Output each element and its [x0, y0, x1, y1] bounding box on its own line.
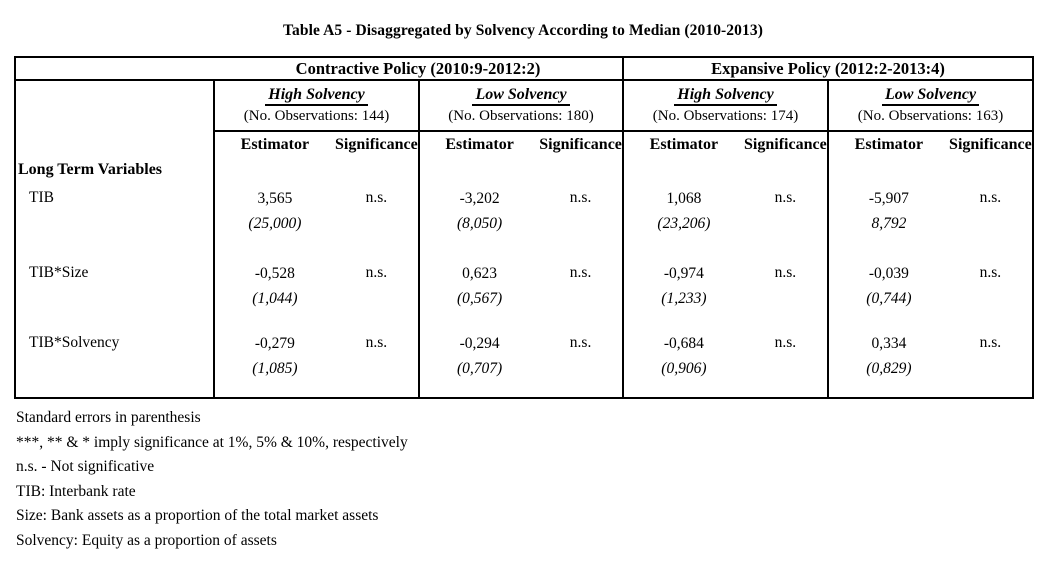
corner-cell	[15, 57, 214, 81]
significance-value: n.s.	[365, 189, 388, 206]
data-cell: -0,039 (0,744) n.s.	[828, 260, 1033, 330]
significance-value: n.s.	[979, 334, 1002, 351]
note-standard-errors: Standard errors in parenthesis	[16, 409, 201, 426]
data-cell: -5,907 8,792 n.s.	[828, 185, 1033, 260]
policy-header-expansive: Expansive Policy (2012:2-2013:4)	[623, 57, 1034, 81]
variable-label: TIB	[15, 185, 215, 260]
data-cell: 1,068 (23,206) n.s.	[623, 185, 829, 260]
group-header-contractive-low: Low Solvency (No. Observations: 180)	[419, 80, 624, 132]
significance-value: n.s.	[774, 334, 797, 351]
note-tib-definition: TIB: Interbank rate	[16, 482, 136, 500]
results-table: Contractive Policy (2010:9-2012:2) Expan…	[14, 56, 1035, 399]
data-cell: 0,623 (0,567) n.s.	[419, 260, 624, 330]
solvency-label: Low Solvency	[829, 81, 1032, 106]
standard-error: (0,829)	[866, 360, 912, 377]
significance-value: n.s.	[569, 334, 592, 351]
standard-error: 8,792	[871, 215, 907, 232]
standard-error: (25,000)	[248, 215, 302, 232]
data-cell: 3,565 (25,000) n.s.	[214, 185, 420, 260]
significance-value: n.s.	[774, 264, 797, 281]
significance-value: n.s.	[979, 189, 1002, 206]
data-cell: -0,279 (1,085) n.s.	[214, 330, 420, 398]
data-cell: 0,334 (0,829) n.s.	[828, 330, 1033, 398]
solvency-header-row: Long Term Variables High Solvency (No. O…	[15, 80, 1034, 185]
estimator-column-header: Estimator	[649, 136, 719, 153]
estimator-column-header: Estimator	[240, 136, 310, 153]
estimator-value: 1,068	[666, 190, 702, 207]
estimator-value: -0,974	[663, 265, 704, 282]
column-headers-contractive-low: Estimator Significance	[419, 131, 624, 185]
data-cell: -0,528 (1,044) n.s.	[214, 260, 420, 330]
significance-column-header: Significance	[335, 136, 418, 153]
significance-value: n.s.	[774, 189, 797, 206]
variable-label: TIB*Size	[15, 260, 215, 330]
significance-column-header: Significance	[949, 136, 1032, 153]
table-row-tib: TIB 3,565 (25,000) n.s. -3,202 (8,050) n	[15, 185, 1033, 260]
data-cell: -3,202 (8,050) n.s.	[419, 185, 624, 260]
section-label-long-term-variables: Long Term Variables	[15, 80, 215, 185]
estimator-value: -0,039	[868, 265, 909, 282]
significance-value: n.s.	[569, 189, 592, 206]
solvency-label: Low Solvency	[420, 81, 622, 106]
observations-count: (No. Observations: 144)	[243, 108, 390, 124]
standard-error: (8,050)	[456, 215, 503, 232]
estimator-value: -0,294	[459, 335, 500, 352]
estimator-value: 0,334	[871, 335, 907, 352]
standard-error: (0,906)	[661, 360, 707, 377]
column-header-row: Estimator Significance Estimator Signifi…	[15, 131, 1033, 185]
data-cell: -0,974 (1,233) n.s.	[623, 260, 829, 330]
significance-value: n.s.	[569, 264, 592, 281]
estimator-value: -3,202	[459, 190, 500, 207]
standard-error: (0,567)	[456, 290, 503, 307]
standard-error: (1,085)	[252, 360, 298, 377]
note-solvency-definition: Solvency: Equity as a proportion of asse…	[16, 531, 277, 549]
column-headers-expansive-low: Estimator Significance	[828, 131, 1033, 185]
note-ns-definition: n.s. - Not significative	[16, 458, 155, 475]
policy-header-row: Contractive Policy (2010:9-2012:2) Expan…	[15, 57, 1034, 81]
group-header-expansive-low: Low Solvency (No. Observations: 163)	[828, 80, 1034, 132]
significance-column-header: Significance	[744, 136, 827, 153]
significance-column-header: Significance	[539, 136, 622, 153]
estimator-column-header: Estimator	[854, 136, 924, 153]
column-headers-contractive-high: Estimator Significance	[214, 131, 420, 185]
significance-value: n.s.	[365, 334, 388, 351]
table-title: Table A5 - Disaggregated by Solvency Acc…	[283, 22, 763, 39]
observations-count: (No. Observations: 174)	[652, 108, 799, 124]
estimator-value: 0,623	[462, 265, 498, 282]
column-headers-expansive-high: Estimator Significance	[623, 131, 829, 185]
standard-error: (1,233)	[661, 290, 707, 307]
significance-value: n.s.	[365, 264, 388, 281]
policy-header-contractive: Contractive Policy (2010:9-2012:2)	[214, 57, 624, 81]
solvency-label: High Solvency	[215, 81, 418, 106]
estimator-value: -0,279	[254, 335, 295, 352]
observations-count: (No. Observations: 180)	[448, 108, 594, 124]
table-row-tib-size: TIB*Size -0,528 (1,044) n.s. 0,623 (0,56…	[15, 260, 1033, 330]
standard-error: (23,206)	[657, 215, 711, 232]
note-size-definition: Size: Bank assets as a proportion of the…	[16, 507, 379, 524]
standard-error: (1,044)	[252, 290, 298, 307]
estimator-value: -0,528	[254, 265, 295, 282]
solvency-label: High Solvency	[624, 81, 827, 106]
estimator-value: -5,907	[868, 190, 909, 207]
data-cell: -0,684 (0,906) n.s.	[623, 330, 829, 398]
estimator-column-header: Estimator	[445, 136, 514, 153]
standard-error: (0,744)	[866, 290, 912, 307]
variable-label: TIB*Solvency	[15, 330, 215, 398]
note-significance-levels: ***, ** & * imply significance at 1%, 5%…	[16, 433, 408, 451]
data-cell: -0,294 (0,707) n.s.	[419, 330, 624, 398]
table-notes: Standard errors in parenthesis ***, ** &…	[16, 406, 1046, 553]
group-header-contractive-high: High Solvency (No. Observations: 144)	[214, 80, 420, 132]
group-header-expansive-high: High Solvency (No. Observations: 174)	[623, 80, 829, 132]
significance-value: n.s.	[979, 264, 1002, 281]
estimator-value: -0,684	[663, 335, 704, 352]
estimator-value: 3,565	[257, 190, 293, 207]
standard-error: (0,707)	[456, 360, 503, 377]
table-row-tib-solvency: TIB*Solvency -0,279 (1,085) n.s. -0,294 …	[15, 330, 1033, 398]
observations-count: (No. Observations: 163)	[857, 108, 1004, 124]
